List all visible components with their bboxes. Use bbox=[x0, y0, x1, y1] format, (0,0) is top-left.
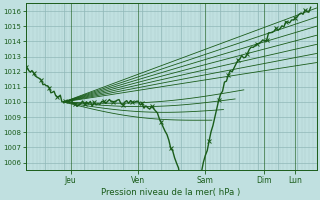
X-axis label: Pression niveau de la mer( hPa ): Pression niveau de la mer( hPa ) bbox=[101, 188, 241, 197]
